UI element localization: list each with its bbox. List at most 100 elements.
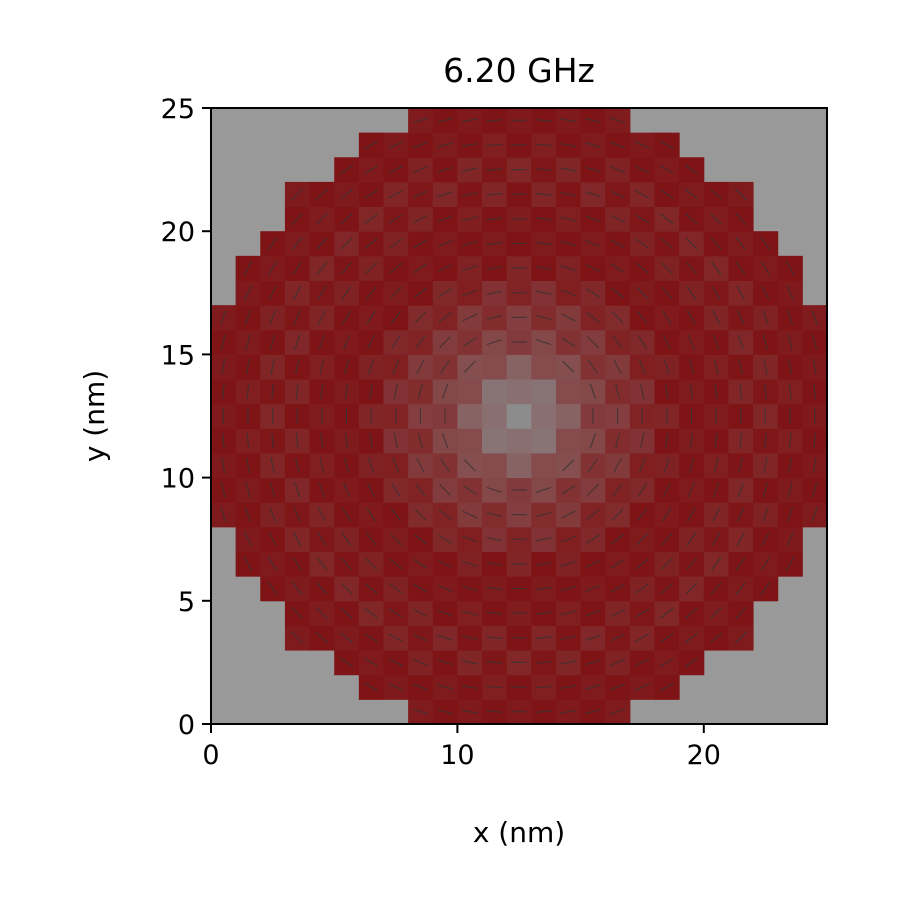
magnetization-arrow — [339, 164, 354, 175]
magnetization-arrow — [786, 506, 794, 523]
magnetization-arrow — [363, 140, 379, 150]
magnetization-arrow — [365, 532, 377, 546]
magnetization-arrow — [412, 708, 429, 715]
magnetization-arrow — [364, 582, 378, 595]
magnetization-arrow — [291, 631, 304, 644]
magnetization-arrow — [245, 334, 251, 350]
magnetization-arrow — [291, 236, 303, 251]
magnetization-arrow — [340, 607, 353, 619]
magnetization-arrow — [560, 265, 576, 272]
magnetization-arrow — [634, 165, 650, 174]
magnetization-arrow — [785, 556, 795, 572]
magnetization-arrow — [535, 537, 552, 542]
magnetization-arrow — [634, 141, 650, 149]
magnetization-arrow — [438, 288, 453, 298]
magnetization-arrow — [367, 482, 376, 498]
magnetization-arrow — [393, 432, 398, 449]
mode-cell — [506, 403, 532, 429]
magnetization-arrow — [535, 512, 552, 518]
magnetization-arrow — [391, 482, 401, 497]
magnetization-arrow — [245, 358, 250, 375]
magnetization-arrow — [609, 683, 626, 691]
magnetization-arrow — [462, 560, 478, 567]
mode-cell — [457, 428, 483, 454]
y-axis-label: y (nm) — [78, 370, 111, 462]
magnetization-arrow — [344, 383, 349, 400]
magnetization-arrow — [244, 531, 252, 547]
magnetization-arrow — [636, 533, 649, 546]
magnetization-arrow — [437, 142, 453, 148]
magnetization-arrow — [585, 191, 601, 198]
magnetization-arrow — [585, 634, 601, 641]
magnetization-arrow — [366, 507, 377, 522]
magnetization-arrow — [340, 261, 353, 275]
magnetization-arrow — [243, 260, 253, 276]
magnetization-arrow — [437, 659, 453, 666]
magnetization-arrow — [611, 287, 625, 299]
magnetization-arrow — [461, 610, 478, 616]
magnetization-arrow — [560, 289, 576, 297]
magnetization-arrow — [440, 359, 450, 374]
mode-cell — [555, 379, 582, 405]
magnetization-arrow — [413, 609, 428, 618]
magnetization-arrow — [486, 710, 503, 713]
magnetization-arrow — [462, 510, 478, 519]
x-tick-label: 10 — [440, 740, 474, 771]
magnetization-arrow — [294, 334, 301, 350]
magnetization-arrow — [486, 512, 503, 518]
magnetization-arrow — [585, 709, 601, 715]
magnetization-arrow — [589, 383, 596, 400]
magnetization-arrow — [638, 359, 646, 375]
magnetization-arrow — [463, 459, 476, 472]
magnetization-arrow — [713, 358, 719, 375]
magnetization-arrow — [388, 141, 404, 149]
plot-area — [210, 107, 828, 725]
magnetization-arrow — [812, 358, 817, 375]
magnetization-arrow — [635, 189, 650, 199]
magnetization-arrow — [561, 337, 576, 347]
magnetization-arrow — [245, 457, 250, 474]
magnetization-arrow — [291, 606, 303, 620]
mode-cell — [506, 379, 532, 405]
magnetization-arrow — [412, 683, 429, 691]
magnetization-arrow — [412, 141, 429, 149]
magnetization-arrow — [585, 117, 601, 123]
magnetization-arrow — [585, 659, 601, 666]
magnetization-arrow — [585, 584, 601, 593]
magnetization-arrow — [786, 309, 794, 326]
magnetization-arrow — [412, 634, 428, 642]
magnetization-arrow — [560, 585, 577, 592]
magnetization-arrow — [663, 359, 670, 375]
magnetization-arrow — [413, 287, 427, 299]
mode-cell — [482, 354, 508, 380]
magnetization-arrow — [412, 117, 429, 124]
magnetization-arrow — [609, 141, 626, 149]
magnetization-arrow — [586, 312, 600, 323]
mode-cell — [531, 428, 557, 454]
magnetization-arrow — [560, 118, 577, 123]
magnetization-arrow — [342, 507, 351, 522]
magnetization-arrow — [610, 263, 625, 274]
magnetization-arrow — [220, 506, 227, 523]
magnetization-arrow — [612, 335, 623, 349]
magnetization-arrow — [560, 685, 577, 690]
magnetization-arrow — [610, 634, 626, 642]
magnetization-arrow — [365, 557, 378, 570]
magnetization-arrow — [585, 142, 601, 148]
magnetization-arrow — [486, 241, 503, 246]
magnetization-arrow — [267, 581, 278, 596]
magnetization-arrow — [636, 286, 649, 299]
magnetization-arrow — [689, 383, 694, 400]
magnetization-arrow — [364, 213, 378, 225]
magnetization-arrow — [535, 561, 552, 566]
magnetization-arrow — [462, 289, 478, 297]
magnetization-arrow — [615, 383, 621, 400]
magnetization-arrow — [461, 142, 478, 147]
y-tick-label: 5 — [178, 587, 195, 618]
magnetization-arrow — [560, 510, 576, 519]
magnetization-arrow — [609, 117, 626, 124]
magnetization-arrow — [785, 260, 795, 276]
magnetization-arrow — [486, 636, 503, 640]
magnetization-arrow — [812, 334, 818, 350]
magnetization-arrow — [685, 213, 698, 225]
